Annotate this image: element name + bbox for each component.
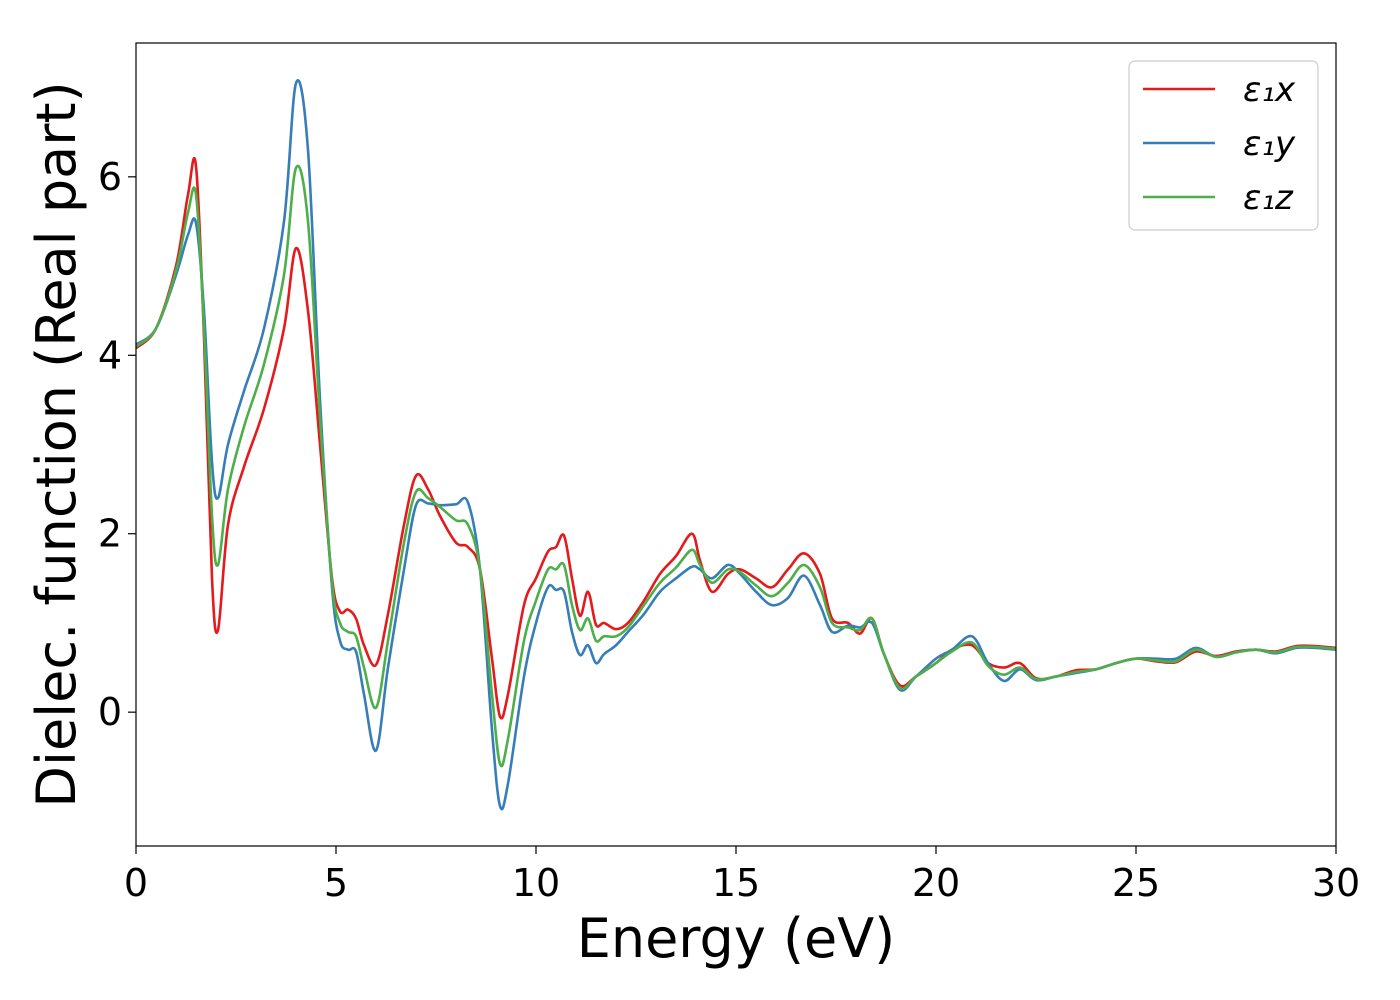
- legend-label-2: ε₁y: [1243, 124, 1296, 164]
- x-tick-label: 0: [124, 861, 148, 905]
- legend-label-3: ε₁z: [1243, 178, 1294, 218]
- x-tick-label: 5: [324, 861, 348, 905]
- x-axis-title: Energy (eV): [577, 907, 896, 970]
- y-axis-title: Dielec. function (Real part): [25, 81, 88, 807]
- x-tick-label: 15: [712, 861, 760, 905]
- y-tick-label: 6: [98, 155, 122, 199]
- x-axis: 0 5 10 15 20 25 30: [124, 846, 1360, 905]
- legend: ε₁x ε₁y ε₁z: [1128, 60, 1319, 231]
- x-tick-label: 30: [1312, 861, 1360, 905]
- x-tick-label: 10: [512, 861, 560, 905]
- y-axis: 0 2 4 6: [98, 155, 136, 734]
- x-tick-label: 20: [912, 861, 960, 905]
- legend-label-1: ε₁x: [1243, 70, 1296, 110]
- series-line-3: [135, 164, 1337, 768]
- y-tick-label: 0: [98, 690, 122, 734]
- y-tick-label: 4: [98, 333, 122, 377]
- x-tick-label: 25: [1112, 861, 1160, 905]
- y-tick-label: 2: [98, 512, 122, 556]
- series-layer: [135, 79, 1337, 811]
- legend-box: [1128, 60, 1319, 231]
